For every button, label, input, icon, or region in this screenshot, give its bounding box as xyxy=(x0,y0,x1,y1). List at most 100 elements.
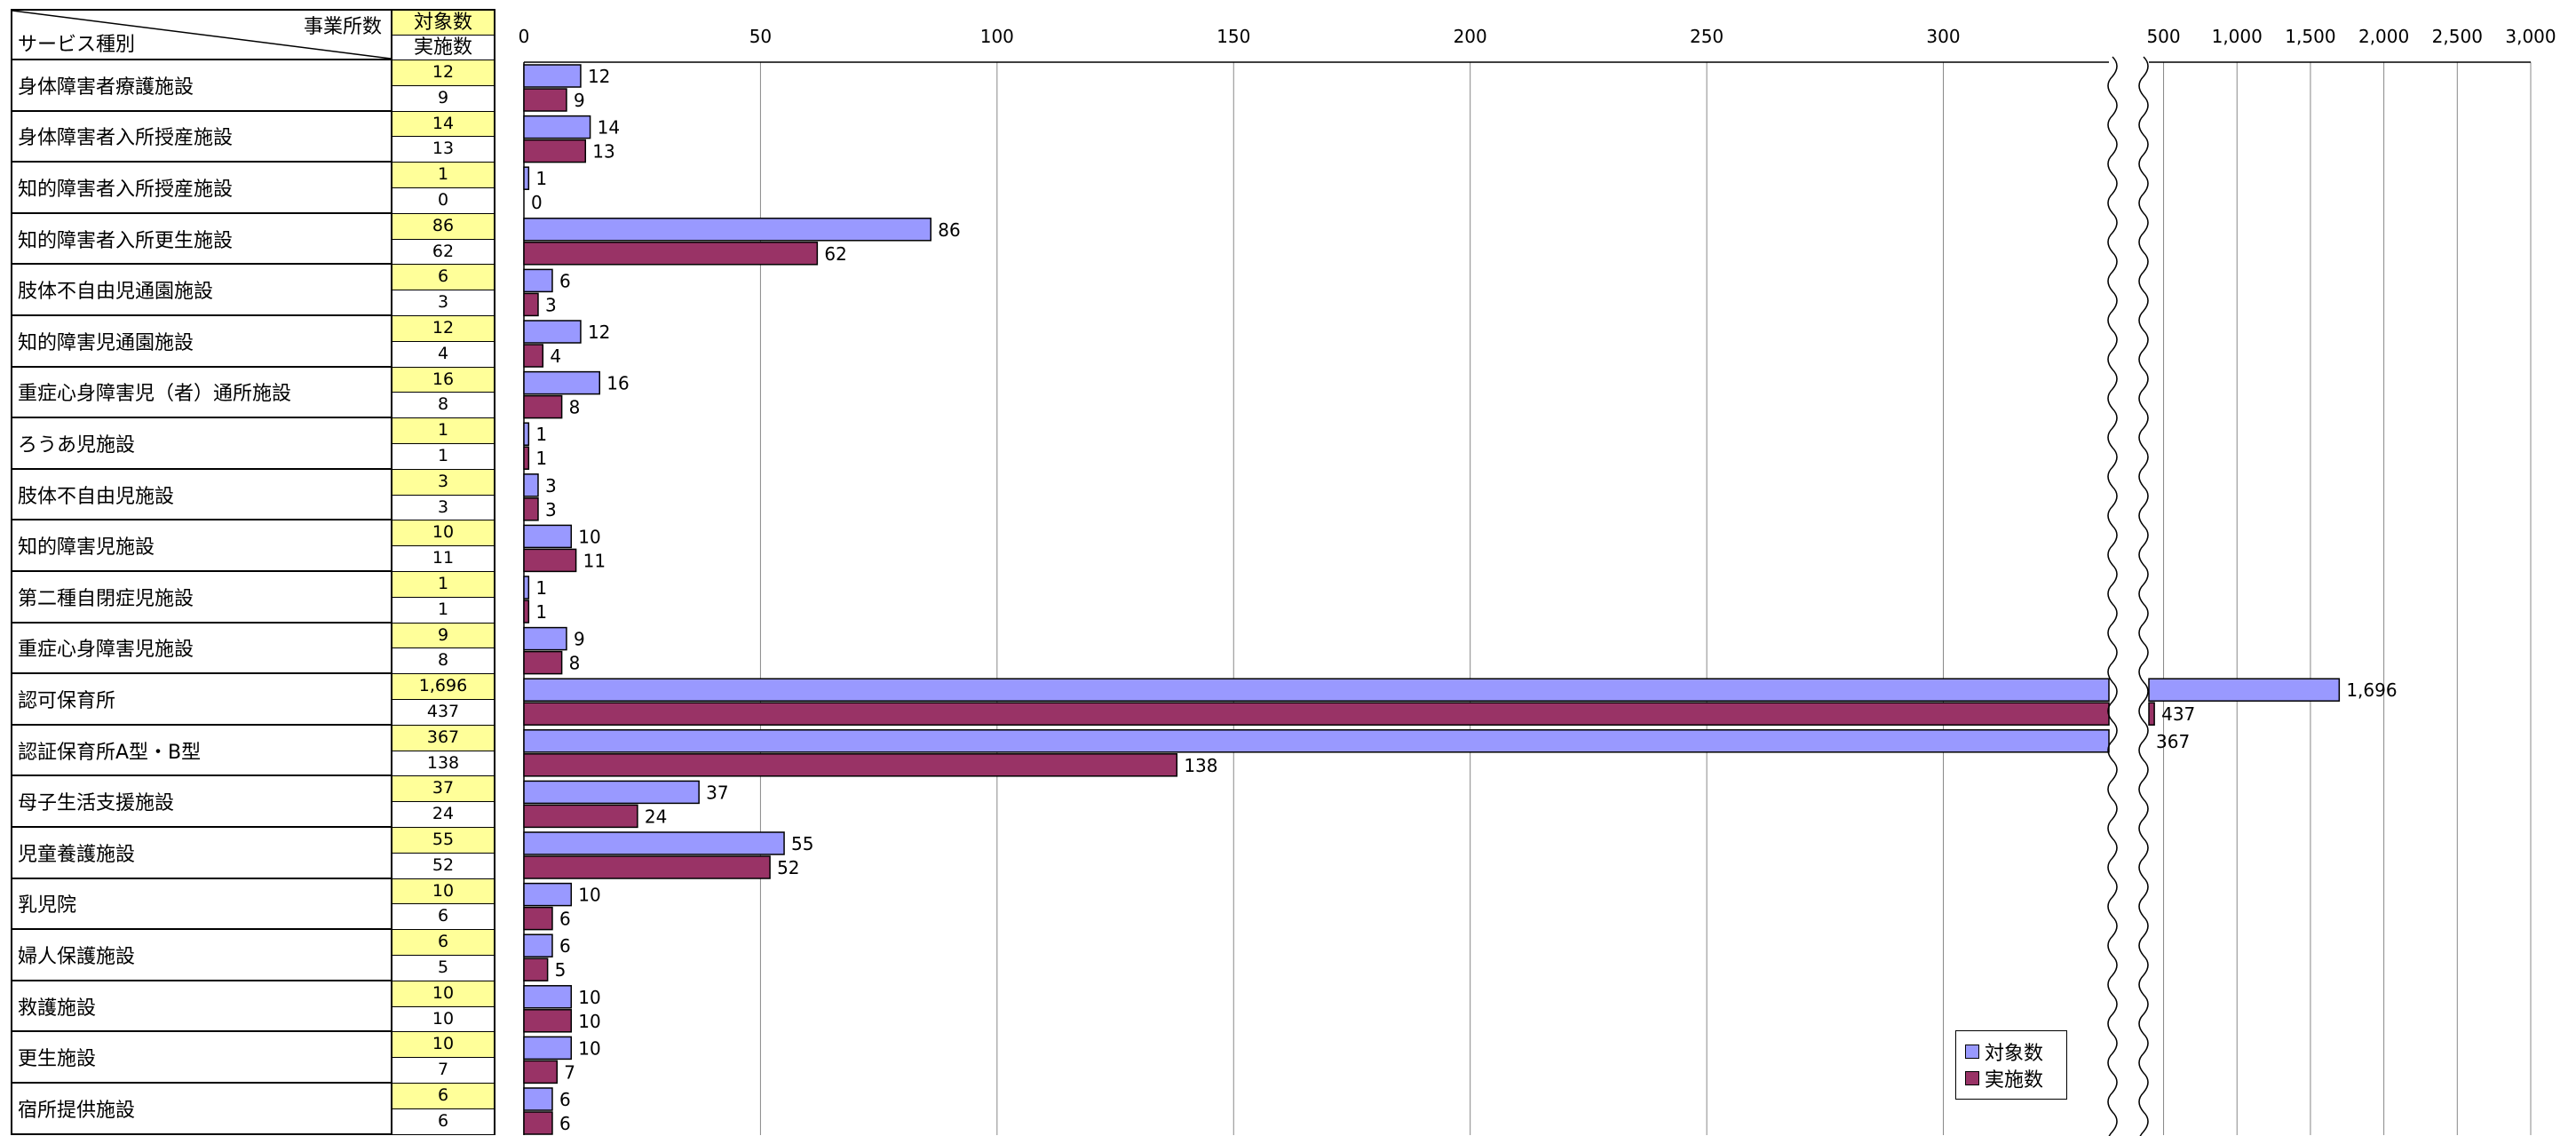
done-count: 7 xyxy=(392,1058,494,1083)
data-label-target: 12 xyxy=(588,66,610,87)
done-count: 4 xyxy=(392,341,494,367)
data-label-target: 10 xyxy=(578,885,600,906)
done-count: 5 xyxy=(392,955,494,981)
chart-legend: 対象数 実施数 xyxy=(1955,1030,2067,1100)
data-label-done: 4 xyxy=(550,346,561,367)
data-label-done: 6 xyxy=(559,909,571,930)
x-tick-label: 100 xyxy=(980,26,1014,47)
table-row-name: 更生施設 xyxy=(11,1032,392,1084)
data-label-target: 16 xyxy=(606,373,629,394)
target-count: 10 xyxy=(392,520,494,547)
target-count: 1 xyxy=(392,418,494,444)
table-row-name: 宿所提供施設 xyxy=(11,1084,392,1135)
done-count: 6 xyxy=(392,1108,494,1134)
done-count: 3 xyxy=(392,495,494,520)
legend-item-done: 実施数 xyxy=(1965,1067,2043,1092)
data-label-done: 11 xyxy=(583,550,606,571)
bar-done-continued xyxy=(2148,702,2155,726)
bar-target xyxy=(523,626,567,651)
data-label-target: 37 xyxy=(706,782,728,803)
axis-break-line xyxy=(2138,56,2149,1136)
data-label-target: 1 xyxy=(535,577,547,599)
data-label-target: 1 xyxy=(535,424,547,445)
bar-done xyxy=(523,957,549,981)
done-count: 138 xyxy=(392,751,494,776)
done-count: 3 xyxy=(392,290,494,315)
bar-done xyxy=(523,497,539,521)
done-count: 52 xyxy=(392,853,494,878)
table-row-values: 16 8 xyxy=(391,367,495,419)
x-tick-label: 250 xyxy=(1690,26,1724,47)
table-row-name: 児童養護施設 xyxy=(11,828,392,879)
data-label-done: 13 xyxy=(592,141,614,163)
target-count: 10 xyxy=(392,1032,494,1059)
done-count: 8 xyxy=(392,648,494,674)
data-label-target: 10 xyxy=(578,1037,600,1059)
table-row-name: 救護施設 xyxy=(11,981,392,1033)
header-corner-top: 事業所数 xyxy=(303,16,382,38)
bar-target xyxy=(523,422,530,446)
bar-target xyxy=(523,780,700,805)
data-label-done: 8 xyxy=(569,397,581,418)
bar-target xyxy=(523,576,530,600)
data-label-target: 86 xyxy=(938,219,960,241)
data-label-target: 6 xyxy=(559,1089,571,1110)
header-done-label: 実施数 xyxy=(392,36,494,60)
bar-target xyxy=(523,64,582,88)
target-count: 14 xyxy=(392,111,494,138)
data-label-target: 12 xyxy=(588,322,610,343)
bar-target xyxy=(523,524,573,549)
data-label-done: 6 xyxy=(559,1113,571,1134)
bar-target xyxy=(523,370,601,395)
target-count: 3 xyxy=(392,469,494,496)
data-label-target: 9 xyxy=(574,629,585,650)
data-label-target: 6 xyxy=(559,270,571,291)
x-tick-label: 1,500 xyxy=(2285,26,2335,47)
data-label-done: 437 xyxy=(2161,703,2195,725)
bar-target xyxy=(523,882,573,907)
data-label-done: 62 xyxy=(824,243,846,265)
data-label-done: 1 xyxy=(535,448,547,469)
data-label-target: 10 xyxy=(578,987,600,1008)
table-row-name: ろうあ児施設 xyxy=(11,418,392,470)
data-label-done: 9 xyxy=(574,90,585,111)
done-count: 1 xyxy=(392,443,494,469)
x-tick-label: 2,000 xyxy=(2358,26,2409,47)
table-row-values: 12 9 xyxy=(391,60,495,112)
target-count: 1 xyxy=(392,572,494,598)
x-tick-label: 50 xyxy=(749,26,772,47)
table-row-name: 知的障害者入所更生施設 xyxy=(11,213,392,266)
data-label-done: 8 xyxy=(569,653,581,674)
bar-done xyxy=(523,702,2110,726)
x-tick-label: 300 xyxy=(1926,26,1960,47)
x-tick-label: 2,500 xyxy=(2432,26,2483,47)
data-label-target: 3 xyxy=(545,475,557,497)
target-count: 1 xyxy=(392,163,494,188)
target-count: 12 xyxy=(392,60,494,86)
target-count: 37 xyxy=(392,776,494,803)
legend-swatch-target xyxy=(1965,1045,1979,1059)
data-label-done: 3 xyxy=(545,294,557,315)
bar-done xyxy=(523,753,1178,777)
table-row-values: 10 11 xyxy=(391,520,495,572)
table-row-values: 55 52 xyxy=(391,828,495,879)
x-tick-label: 3,000 xyxy=(2505,26,2556,47)
table-row-values: 367 138 xyxy=(391,725,495,777)
bar-done xyxy=(523,855,771,879)
target-count: 6 xyxy=(392,930,494,956)
table-row-name: 身体障害者療護施設 xyxy=(11,60,392,112)
data-label-target: 10 xyxy=(578,526,600,547)
target-count: 55 xyxy=(392,828,494,854)
done-count: 0 xyxy=(392,187,494,213)
bar-target xyxy=(523,1036,573,1061)
done-count: 9 xyxy=(392,85,494,111)
data-label-done: 10 xyxy=(578,1011,600,1032)
data-label-target: 55 xyxy=(791,833,813,854)
data-label-done: 5 xyxy=(555,959,567,981)
done-count: 24 xyxy=(392,802,494,827)
